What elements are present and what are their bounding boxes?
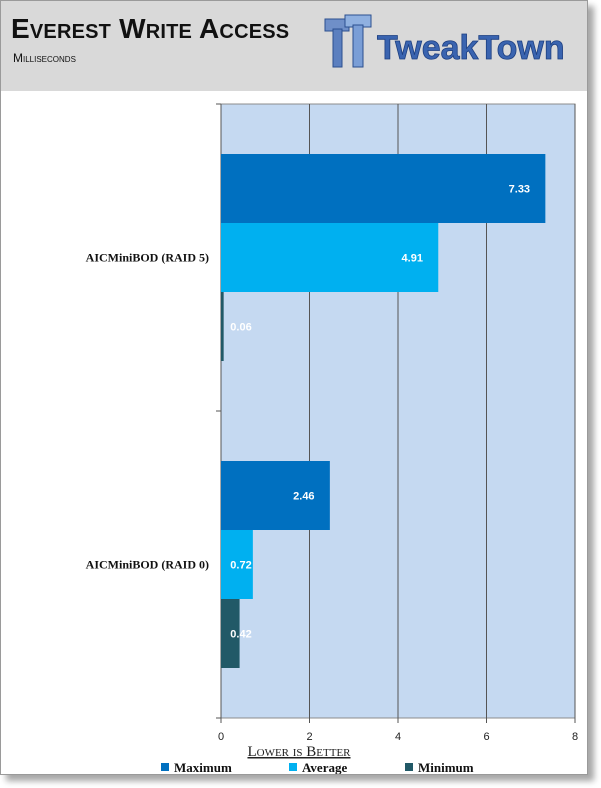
legend-label-minimum: Minimum <box>418 760 474 774</box>
x-tick-label: 8 <box>572 731 578 743</box>
tweaktown-logo: TweakTown <box>324 14 565 68</box>
chart-header: Everest Write Access Milliseconds TweakT… <box>1 1 587 91</box>
bar-value-label: 4.91 <box>402 253 423 265</box>
x-tick-label: 2 <box>306 731 312 743</box>
logo-wordmark: TweakTown <box>377 29 565 67</box>
x-tick-label: 6 <box>483 731 489 743</box>
category-label: AICMiniBOD (RAID 0) <box>86 558 209 572</box>
tweaktown-tt-logo-icon <box>324 14 372 68</box>
bar-value-label: 2.46 <box>293 491 314 503</box>
bar-minimum <box>221 292 224 361</box>
bar-minimum <box>221 599 240 668</box>
legend-label-average: Average <box>302 760 347 774</box>
legend-swatch-minimum <box>405 763 413 771</box>
chart-title: Everest Write Access <box>11 13 290 44</box>
bar-value-label: 7.33 <box>509 184 530 196</box>
lower-is-better-note: Lower is Better <box>247 744 351 760</box>
bar-average <box>221 223 439 292</box>
x-tick-label: 4 <box>395 731 401 743</box>
bar-maximum <box>221 154 546 223</box>
category-label: AICMiniBOD (RAID 5) <box>86 251 209 265</box>
legend-swatch-average <box>289 763 297 771</box>
x-tick-label: 0 <box>218 731 224 743</box>
bar-chart: 0 2 4 6 8 AICMiniBOD (RAID 5) 7.33 4.91 0.06 AICM… <box>86 103 578 774</box>
chart-frame: Everest Write Access Milliseconds TweakT… <box>0 0 588 775</box>
bar-average <box>221 530 253 599</box>
legend-swatch-maximum <box>161 763 169 771</box>
bar-value-label: 0.06 <box>230 322 251 334</box>
legend-label-maximum: Maximum <box>174 760 232 774</box>
bar-maximum <box>221 461 330 530</box>
bar-value-label: 0.42 <box>230 629 251 641</box>
chart-subtitle: Milliseconds <box>13 51 76 65</box>
bar-value-label: 0.72 <box>230 560 251 572</box>
